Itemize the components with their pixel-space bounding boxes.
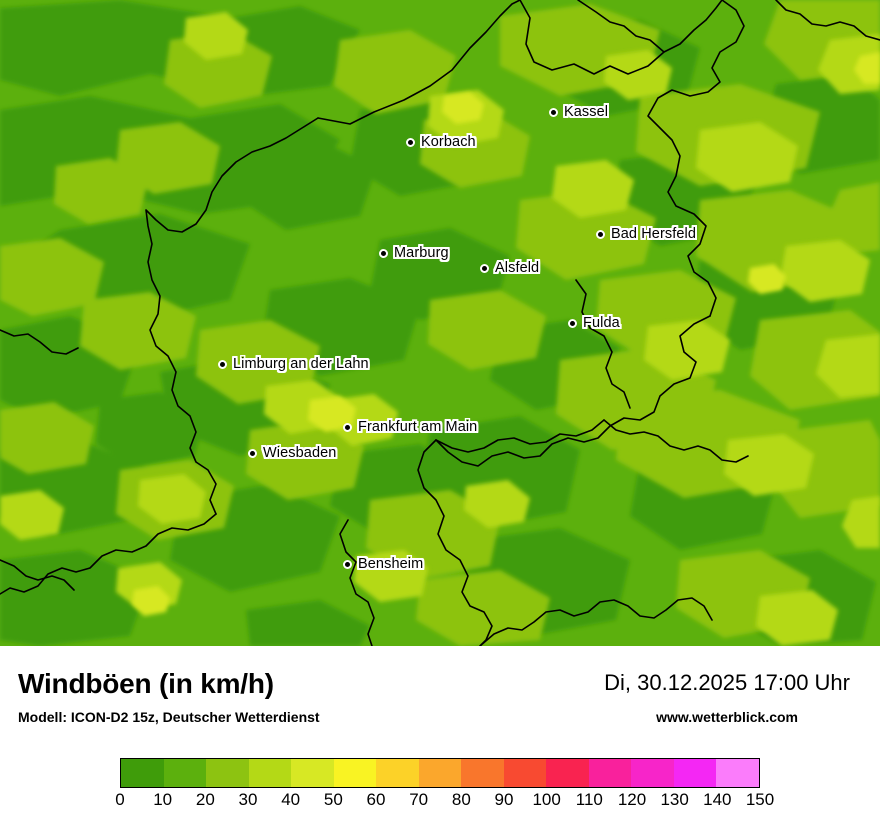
colorbar-swatch	[376, 759, 419, 787]
colorbar-tick: 40	[281, 790, 301, 809]
colorbar-tick: 110	[575, 790, 603, 809]
map-raster	[0, 0, 880, 646]
colorbar-tick: 140	[703, 790, 732, 809]
colorbar-tick: 150	[745, 790, 775, 809]
map-city-wiesbaden[interactable]: Wiesbaden	[248, 445, 336, 461]
colorbar-swatch	[206, 759, 249, 787]
colorbar-tick: 30	[238, 790, 258, 809]
city-label: Fulda	[583, 315, 620, 331]
page-title: Windböen (in km/h)	[18, 668, 274, 699]
map-city-kassel[interactable]: Kassel	[549, 104, 608, 120]
city-label: Wiesbaden	[263, 445, 337, 461]
colorbar-swatch	[121, 759, 164, 787]
colorbar-tick: 60	[366, 790, 386, 809]
map-city-bad-hersfeld[interactable]: Bad Hersfeld	[596, 226, 696, 242]
valid-timestamp: Di, 30.12.2025 17:00 Uhr	[604, 670, 850, 695]
colorbar-tick: 90	[494, 790, 514, 809]
colorbar-tick: 100	[532, 790, 561, 809]
colorbar-swatch	[291, 759, 334, 787]
colorbar-tick: 130	[660, 790, 689, 809]
wind-gust-map[interactable]: Kassel Korbach Bad Hersfeld Marburg Alsf…	[0, 0, 880, 648]
colorbar-tick: 0	[115, 790, 125, 809]
map-city-fulda[interactable]: Fulda	[568, 315, 620, 331]
city-marker-dot	[568, 318, 577, 328]
city-marker-dot	[596, 229, 605, 239]
city-marker-dot	[343, 422, 352, 432]
colorbar-swatch	[503, 759, 547, 787]
city-label: Bensheim	[358, 556, 424, 572]
colorbar-gradient	[120, 758, 760, 788]
map-city-limburg-an-der-lahn[interactable]: Limburg an der Lahn	[218, 356, 369, 372]
colorbar-tick: 50	[323, 790, 343, 809]
city-label: Kassel	[564, 104, 609, 120]
city-marker-dot	[248, 448, 257, 458]
map-footer: Windböen (in km/h) Modell: ICON-D2 15z, …	[0, 646, 880, 830]
city-marker-dot	[406, 137, 415, 147]
website-credit: www.wetterblick.com	[656, 709, 798, 725]
city-label: Frankfurt am Main	[358, 419, 478, 435]
colorbar-swatch	[631, 759, 674, 787]
colorbar-swatch	[333, 759, 377, 787]
colorbar-tick: 10	[153, 790, 173, 809]
city-label: Marburg	[394, 245, 449, 261]
colorbar	[120, 758, 760, 788]
colorbar-swatch	[163, 759, 207, 787]
colorbar-tick: 20	[195, 790, 215, 809]
model-subtitle: Modell: ICON-D2 15z, Deutscher Wetterdie…	[18, 709, 320, 725]
colorbar-swatch	[418, 759, 462, 787]
map-city-bensheim[interactable]: Bensheim	[343, 556, 423, 572]
colorbar-tick: 120	[617, 790, 647, 809]
colorbar-tick: 70	[409, 790, 429, 809]
city-label: Limburg an der Lahn	[233, 356, 369, 372]
colorbar-tick: 80	[451, 790, 471, 809]
city-label: Alsfeld	[495, 260, 540, 276]
city-label: Bad Hersfeld	[611, 226, 697, 242]
city-marker-dot	[549, 107, 558, 117]
colorbar-swatch	[546, 759, 589, 787]
city-marker-dot	[218, 359, 227, 369]
city-label: Korbach	[421, 134, 476, 150]
colorbar-swatch	[248, 759, 292, 787]
colorbar-tick-labels: 0 10 20 30 40 50 60 70 80 90 100 110 120 130 140 150	[115, 790, 774, 821]
map-city-marburg[interactable]: Marburg	[379, 245, 449, 261]
map-city-alsfeld[interactable]: Alsfeld	[480, 260, 539, 276]
city-marker-dot	[379, 248, 388, 258]
map-city-korbach[interactable]: Korbach	[406, 134, 476, 150]
city-marker-dot	[480, 263, 489, 273]
map-city-frankfurt-am-main[interactable]: Frankfurt am Main	[343, 419, 477, 435]
colorbar-swatch	[716, 759, 759, 787]
colorbar-swatch	[588, 759, 632, 787]
city-marker-dot	[343, 559, 352, 569]
colorbar-swatch	[673, 759, 717, 787]
colorbar-swatch	[461, 759, 504, 787]
